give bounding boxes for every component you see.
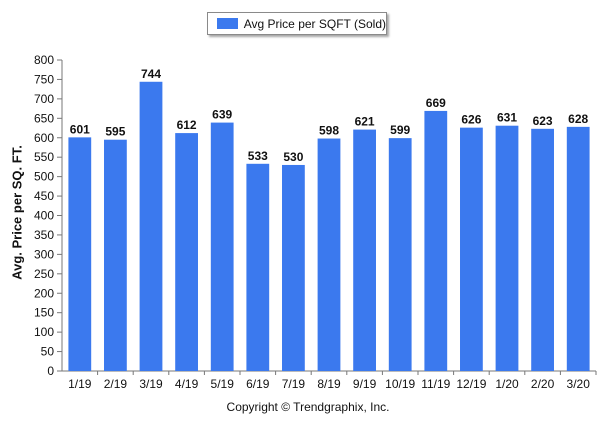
x-tick-label: 1/20 bbox=[495, 377, 519, 391]
x-tick-label: 4/19 bbox=[175, 377, 199, 391]
bar bbox=[68, 137, 92, 371]
y-tick-label: 100 bbox=[34, 325, 54, 339]
data-label: 601 bbox=[70, 122, 90, 136]
x-tick-label: 8/19 bbox=[317, 377, 341, 391]
x-tick-label: 5/19 bbox=[211, 377, 235, 391]
data-label: 639 bbox=[212, 108, 232, 122]
y-tick-label: 800 bbox=[34, 53, 54, 67]
x-tick-label: 10/19 bbox=[385, 377, 415, 391]
bar bbox=[495, 125, 519, 371]
data-label: 628 bbox=[568, 112, 588, 126]
data-label: 530 bbox=[283, 150, 303, 164]
x-tick-label: 3/20 bbox=[567, 377, 591, 391]
x-tick-label: 2/20 bbox=[531, 377, 555, 391]
y-tick-label: 650 bbox=[34, 111, 54, 125]
data-label: 595 bbox=[105, 125, 125, 139]
data-label: 669 bbox=[426, 96, 446, 110]
x-tick-label: 1/19 bbox=[68, 377, 92, 391]
y-tick-label: 200 bbox=[34, 286, 54, 300]
y-tick-label: 500 bbox=[34, 170, 54, 184]
data-label: 612 bbox=[177, 118, 197, 132]
y-tick-label: 250 bbox=[34, 267, 54, 281]
y-tick-label: 600 bbox=[34, 131, 54, 145]
data-label: 626 bbox=[461, 113, 481, 127]
x-tick-label: 3/19 bbox=[139, 377, 163, 391]
y-tick-label: 350 bbox=[34, 228, 54, 242]
bar bbox=[210, 122, 234, 372]
bar bbox=[104, 139, 127, 371]
x-tick-label: 9/19 bbox=[353, 377, 377, 391]
bar bbox=[282, 164, 305, 371]
x-tick-label: 7/19 bbox=[282, 377, 306, 391]
data-label: 599 bbox=[390, 123, 410, 137]
bar bbox=[353, 129, 376, 371]
bar bbox=[566, 126, 590, 372]
bar bbox=[317, 138, 341, 371]
data-label: 623 bbox=[533, 114, 553, 128]
legend-swatch bbox=[217, 18, 238, 29]
y-tick-label: 550 bbox=[34, 150, 54, 164]
y-tick-label: 700 bbox=[34, 92, 54, 106]
y-tick-label: 750 bbox=[34, 72, 54, 86]
x-tick-label: 11/19 bbox=[421, 377, 450, 391]
bar bbox=[246, 163, 270, 371]
x-tick-label: 12/19 bbox=[456, 377, 486, 391]
y-tick-label: 400 bbox=[34, 209, 54, 223]
data-label: 621 bbox=[355, 115, 375, 129]
x-tick-label: 6/19 bbox=[246, 377, 270, 391]
bar bbox=[388, 138, 412, 371]
copyright-text: Copyright © Trendgraphix, Inc. bbox=[226, 400, 390, 414]
y-tick-label: 450 bbox=[34, 189, 54, 203]
bar bbox=[175, 133, 198, 371]
y-tick-label: 300 bbox=[34, 247, 54, 261]
data-label: 744 bbox=[141, 67, 161, 81]
y-tick-label: 0 bbox=[47, 364, 54, 378]
data-label: 598 bbox=[319, 124, 339, 138]
bar bbox=[460, 127, 483, 371]
bar bbox=[531, 128, 554, 371]
bar bbox=[139, 81, 163, 372]
data-label: 533 bbox=[248, 149, 268, 163]
y-tick-label: 150 bbox=[34, 306, 54, 320]
legend: Avg Price per SQFT (Sold) bbox=[207, 12, 387, 35]
y-tick-label: 50 bbox=[41, 345, 55, 359]
x-tick-label: 2/19 bbox=[104, 377, 128, 391]
data-label: 631 bbox=[497, 111, 517, 125]
legend-label: Avg Price per SQFT (Sold) bbox=[243, 16, 386, 31]
bar bbox=[424, 110, 448, 372]
